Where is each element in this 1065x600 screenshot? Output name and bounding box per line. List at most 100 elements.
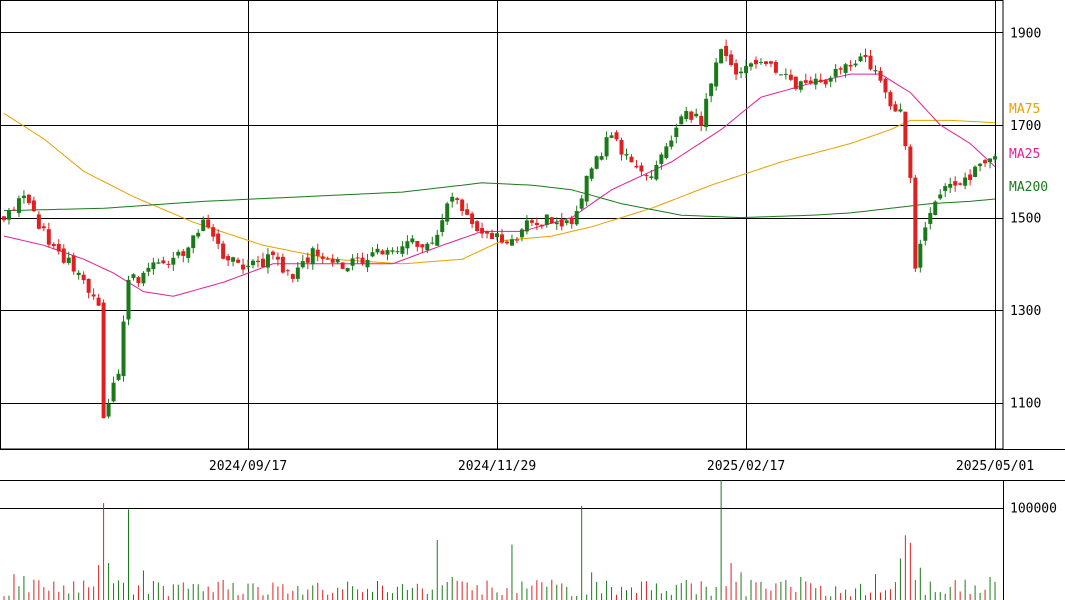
candle-body (191, 235, 196, 249)
date-tick-label: 2025/05/01 (956, 459, 1034, 474)
candle-body (385, 250, 390, 255)
candle-body (808, 80, 813, 84)
candle-body (395, 251, 400, 253)
candle-body (280, 256, 285, 273)
candle-body (485, 231, 490, 234)
candle-body (56, 243, 61, 252)
candle-body (739, 71, 744, 74)
candle-body (509, 239, 514, 246)
candle-body (938, 194, 943, 199)
candle-body (768, 61, 773, 64)
candle-body (858, 56, 863, 62)
price-tick-label: 1900 (1010, 26, 1041, 41)
candle-body (216, 233, 221, 244)
candle-body (151, 262, 156, 270)
candle-body (833, 68, 838, 77)
candle-body (131, 274, 136, 278)
candle-body (943, 186, 948, 191)
candle-body (16, 198, 21, 214)
candle-body (504, 241, 509, 244)
candle-body (375, 248, 380, 253)
candle-body (460, 199, 465, 212)
candle-body (141, 272, 146, 284)
candle-body (878, 70, 883, 81)
candle-body (251, 260, 255, 266)
candle-body (46, 229, 51, 245)
candle-body (564, 220, 569, 224)
candle-body (724, 45, 729, 57)
candle-body (370, 252, 375, 257)
candle-body (410, 238, 415, 243)
candle-body (450, 196, 455, 202)
price-tick-label: 1700 (1010, 119, 1041, 134)
candle-body (684, 111, 689, 119)
candle-body (480, 228, 485, 234)
candle-body (888, 92, 893, 107)
candle-body (285, 270, 290, 272)
candle-body (753, 59, 758, 65)
candle-body (978, 163, 983, 167)
legend-ma200: MA200 (1009, 180, 1048, 195)
candle-body (176, 251, 181, 256)
candle-body (614, 132, 619, 140)
candle-body (988, 158, 993, 163)
candle-body (320, 256, 325, 259)
date-axis: 2024/09/17 2024/11/29 2025/02/17 2025/05/01 (209, 459, 1034, 474)
candle-body (699, 115, 704, 126)
candle-body (524, 220, 529, 232)
candle-body (440, 220, 445, 233)
candle-body (569, 217, 574, 225)
candle-body (425, 243, 430, 251)
candle-body (41, 226, 46, 229)
candle-body (455, 198, 460, 200)
candle-body (435, 234, 440, 246)
candle-body (818, 79, 823, 83)
candle-body (968, 174, 973, 180)
candle-body (689, 111, 694, 120)
candle-body (644, 175, 649, 177)
candle-body (475, 221, 480, 232)
candle-body (71, 255, 76, 272)
candle-body (958, 183, 963, 185)
candle-body (918, 243, 923, 268)
candle-body (709, 83, 714, 97)
candle-body (236, 259, 241, 263)
candle-body (186, 247, 191, 259)
candle-body (654, 164, 659, 180)
candle-body (679, 116, 684, 125)
candle-body (778, 74, 783, 76)
candle-body (813, 78, 818, 85)
candle-body (490, 233, 495, 239)
candle-body (221, 243, 226, 259)
volume-series (3, 480, 996, 600)
candle-body (798, 81, 803, 90)
candle-body (609, 135, 614, 138)
candle-body (953, 181, 958, 186)
candle-body (843, 64, 848, 73)
candle-body (211, 227, 216, 237)
candle-body (519, 229, 524, 238)
candle-body (529, 220, 534, 223)
date-tick-label: 2024/11/29 (458, 459, 536, 474)
candle-body (106, 403, 111, 417)
candle-body (913, 177, 918, 269)
candle-body (983, 160, 988, 164)
candle-body (669, 140, 674, 147)
candle-body (36, 214, 41, 229)
date-tick-label: 2024/09/17 (209, 459, 287, 474)
candle-body (634, 165, 639, 168)
candle-body (714, 62, 719, 87)
candle-body (639, 165, 644, 172)
price-axis: 1900 1700 1500 1300 1100 (1010, 26, 1041, 411)
candle-body (61, 248, 66, 263)
candle-body (873, 70, 878, 72)
candle-body (465, 209, 470, 215)
candle-body (719, 49, 724, 64)
candle-body (305, 257, 310, 263)
candle-body (241, 264, 246, 270)
candle-body (749, 63, 753, 67)
candle-body (649, 176, 654, 179)
candle-body (574, 211, 579, 225)
candle-body (898, 109, 903, 112)
